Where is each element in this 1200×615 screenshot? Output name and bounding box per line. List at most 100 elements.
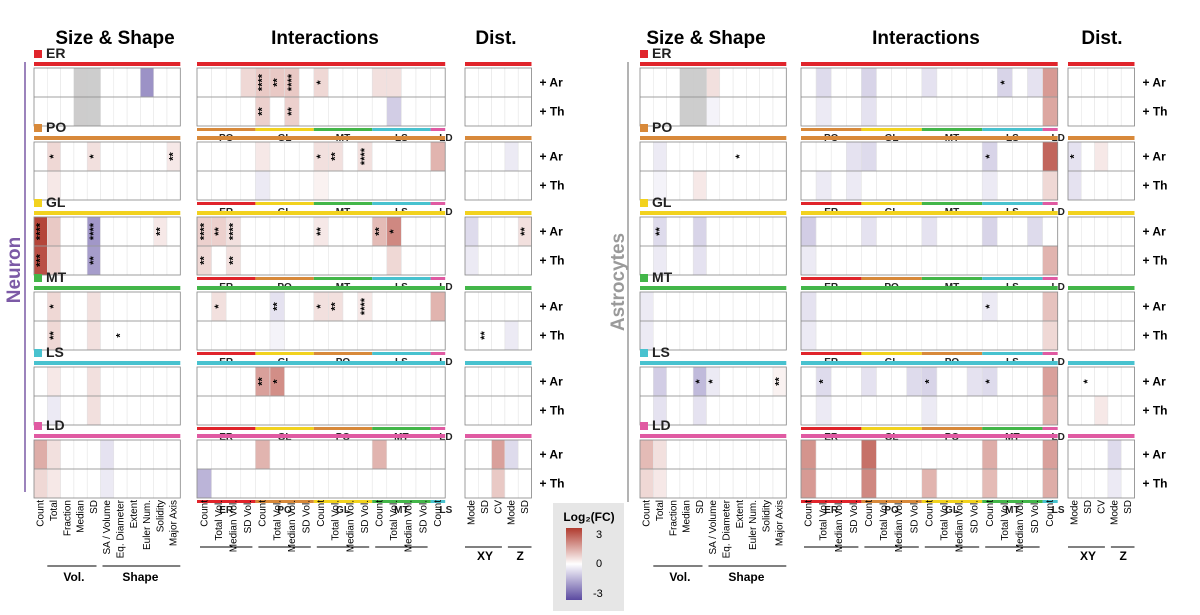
astro-int-column-label: SD Vol. [1030, 500, 1041, 533]
astro-int-cell [846, 439, 862, 470]
astro-int-cell [800, 291, 817, 322]
neuron-int-cell [225, 468, 242, 499]
neuron-int-cell [225, 366, 242, 397]
neuron-int-cell [225, 291, 242, 322]
astro-dist-cell [1081, 216, 1095, 247]
neuron-int-cell [386, 245, 402, 276]
astro-size-cell [653, 141, 667, 172]
astro-int-cell [1027, 216, 1043, 247]
astro-organelle-label: LD [652, 417, 671, 433]
astro-size-significance-mark: ** [774, 377, 786, 386]
astro-organelle-label: GL [652, 194, 672, 210]
astro-partner-label: LD [1051, 357, 1064, 368]
astro-size-cell [653, 439, 667, 470]
astro-treatment-label: + Th [1143, 254, 1168, 268]
astro-organelle-label: PO [652, 119, 672, 135]
astro-partner-bar [801, 202, 862, 205]
neuron-size-significance-mark: * [48, 154, 60, 159]
neuron-organelle-label: GL [46, 194, 66, 210]
astro-dist-cell [1107, 468, 1122, 499]
neuron-int-cell [342, 366, 358, 397]
astro-int-cell [1042, 439, 1058, 470]
astro-int-cell [876, 439, 892, 470]
neuron-int-cell [313, 245, 329, 276]
astro-int-cell [936, 366, 953, 397]
astro-size-shape-title: Size & Shape [646, 28, 765, 49]
neuron-size-cell [60, 366, 75, 397]
astro-organelle-marker [640, 50, 648, 58]
neuron-int-column-label: Count [258, 500, 269, 527]
astro-organelle-strip [1068, 62, 1135, 66]
astro-dist-cell [1107, 96, 1122, 127]
neuron-dist-cell [464, 216, 479, 247]
neuron-size-cell [73, 366, 88, 397]
astro-size-cell [692, 439, 707, 470]
astro-size-significance-mark: * [694, 379, 706, 384]
neuron-size-cell [100, 320, 115, 351]
neuron-int-column-label: Median Vol. [287, 500, 298, 552]
neuron-treatment-label: + Th [540, 105, 565, 119]
astro-partner-bar [801, 128, 862, 131]
astro-int-cell [1027, 245, 1043, 276]
astro-int-cell [921, 67, 938, 98]
astro-int-cell [966, 67, 983, 98]
neuron-int-cell [328, 245, 344, 276]
astro-int-cell [906, 366, 923, 397]
astro-int-cell [815, 170, 832, 201]
neuron-dist-cell [504, 245, 519, 276]
astro-size-cell [692, 320, 707, 351]
neuron-int-cell [386, 395, 402, 426]
neuron-organelle-strip [34, 62, 181, 66]
neuron-int-cell [313, 320, 329, 351]
neuron-dist-cell [491, 320, 506, 351]
astro-treatment-label: + Ar [1143, 225, 1167, 239]
astro-dist-cell [1107, 291, 1122, 322]
neuron-partner-bar [372, 277, 431, 280]
neuron-int-cell [371, 245, 388, 276]
neuron-size-cell [113, 245, 128, 276]
neuron-size-cell [126, 366, 141, 397]
neuron-dist-cell [504, 170, 519, 201]
astro-int-cell [997, 96, 1013, 127]
astro-int-cell [830, 67, 847, 98]
astro-size-cell [759, 366, 774, 397]
astro-partner-bar [921, 202, 983, 205]
neuron-size-cell [100, 468, 115, 499]
astro-int-column-label: Count [1045, 500, 1056, 527]
astro-organelle-label: ER [652, 45, 671, 61]
neuron-dist-cell [464, 468, 479, 499]
neuron-size-cell [33, 439, 48, 470]
astro-partner-bar [801, 352, 862, 355]
astro-int-cell [846, 170, 862, 201]
neuron-size-cell [73, 468, 88, 499]
neuron-partner-bar [313, 277, 373, 280]
neuron-treatment-label: + Ar [540, 150, 564, 164]
astro-int-cell [815, 96, 832, 127]
neuron-partner-bar [372, 352, 431, 355]
astro-int-cell [1042, 395, 1058, 426]
astro-size-cell [719, 395, 734, 426]
astro-dist-cell [1120, 468, 1135, 499]
legend-title: Log₂(FC) [563, 510, 614, 524]
neuron-int-cell [255, 320, 271, 351]
astro-dist-cell [1120, 395, 1135, 426]
astro-int-cell [1042, 141, 1058, 172]
neuron-int-cell [313, 170, 329, 201]
astro-size-cell [772, 468, 787, 499]
neuron-organelle-label: ER [46, 45, 65, 61]
astro-size-cell [719, 170, 734, 201]
neuron-dist-cell [491, 96, 506, 127]
neuron-int-column-label: SD Vol. [360, 500, 371, 533]
astro-int-cell [1042, 320, 1058, 351]
astro-dist-cell [1081, 395, 1095, 426]
astro-int-column-label: SD Vol. [849, 500, 860, 533]
astro-size-cell [719, 141, 734, 172]
neuron-dist-cell [504, 320, 519, 351]
neuron-size-cell [60, 216, 75, 247]
astro-organelle-strip [640, 286, 787, 290]
neuron-int-cell [255, 170, 271, 201]
astro-size-cell [732, 395, 747, 426]
neuron-size-column-label: Extent [129, 500, 140, 529]
neuron-int-cell [430, 439, 446, 470]
